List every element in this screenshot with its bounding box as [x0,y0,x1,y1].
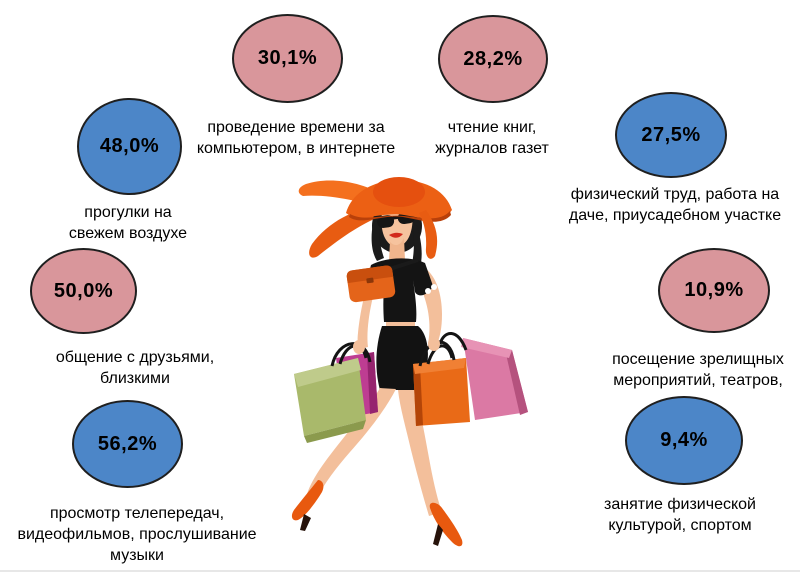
bubble-physical-work-circle: 27,5% [615,92,727,178]
bottom-border-line [0,570,800,572]
shopping-woman-illustration [291,177,528,547]
bubble-tv-value: 56,2% [97,432,158,455]
shopping-bag-pink [461,338,528,420]
bubble-computer-circle: 30,1% [232,14,343,103]
bubble-tv-circle: 56,2% [72,400,183,488]
bubble-tv-label: просмотр телепередач, видеофильмов, прос… [17,505,257,564]
bubble-physical-work-value: 27,5% [641,123,701,146]
legs [307,388,442,516]
bubble-sport-label: занятие физической культурой, спортом [604,496,756,534]
bubble-reading-circle: 28,2% [438,15,548,103]
shopping-bag-green [294,358,366,443]
bubble-reading-value: 28,2% [463,47,523,70]
high-heels [291,480,463,547]
bubble-friends-circle: 50,0% [30,248,137,334]
bubble-reading-label: чтение книг, журналов газет [435,119,549,157]
bubble-sport-value: 9,4% [660,429,708,451]
bubble-sport-circle: 9,4% [625,396,743,485]
bubble-events-circle: 10,9% [658,248,770,333]
bubble-computer-label: проведение времени за компьютером, в инт… [196,119,396,157]
hands [353,337,440,354]
bubble-computer-value: 30,1% [257,47,318,69]
neck [389,238,405,260]
hat [346,177,452,259]
waist [386,322,415,327]
bubble-physical-work-label: физический труд, работа на даче, приусад… [568,186,782,224]
shoulder-bag [346,258,419,303]
bubble-events-value: 10,9% [684,279,744,301]
bubble-walks-circle: 48,0% [77,98,182,195]
bubble-events-label: посещение зрелищных мероприятий, театров… [612,351,784,389]
bubble-friends-value: 50,0% [53,279,114,302]
shopping-bag-orange [413,358,470,426]
bubble-walks-label: прогулки на свежем воздухе [68,204,188,242]
lips [389,232,403,238]
bubble-walks-value: 48,0% [99,135,160,157]
bubble-friends-label: общение с друзьями, близкими [55,349,215,387]
